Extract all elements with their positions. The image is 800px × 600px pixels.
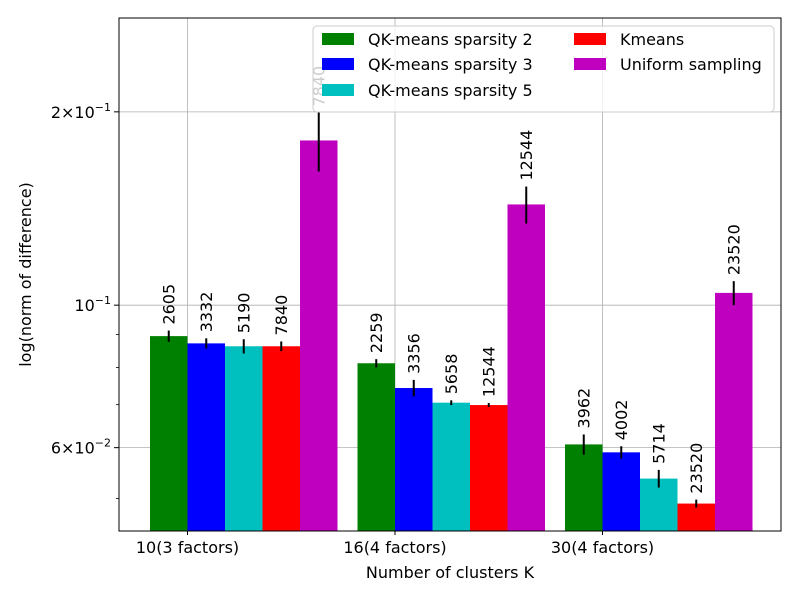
error-bars: [167, 112, 735, 508]
y-tick-label: 2×10−1: [51, 101, 111, 122]
bar: [357, 363, 395, 531]
bar: [565, 444, 603, 531]
legend-swatch: [574, 33, 606, 45]
y-tick-label: 10−1: [74, 294, 111, 315]
legend-swatch: [322, 84, 354, 96]
bar: [395, 388, 433, 531]
y-axis: 2×10−1 10−1 6×10−2: [51, 101, 119, 499]
data-label: 23520: [687, 443, 706, 494]
x-tick-label: 16(4 factors): [343, 538, 446, 557]
bar: [677, 503, 715, 531]
bar: [507, 204, 545, 532]
data-label: 5190: [234, 293, 253, 334]
bar: [432, 402, 470, 531]
bar: [150, 336, 188, 531]
legend-label: Uniform sampling: [620, 55, 762, 74]
data-label: 23520: [724, 224, 743, 275]
data-label: 5714: [649, 423, 668, 464]
legend-label: QK-means sparsity 2: [368, 30, 533, 49]
legend-label: QK-means sparsity 3: [368, 55, 533, 74]
y-axis-label: log(norm of difference): [16, 182, 35, 367]
data-label: 3332: [197, 292, 216, 333]
legend-swatch: [322, 58, 354, 70]
bar: [715, 292, 753, 531]
plot-frame: [118, 17, 782, 532]
legend-swatch: [322, 33, 354, 45]
bar: [225, 346, 263, 531]
data-label: 12544: [517, 130, 536, 181]
bar: [300, 140, 338, 531]
data-label: 4002: [612, 400, 631, 441]
data-label: 3962: [574, 388, 593, 429]
bar: [262, 346, 300, 531]
data-label: 5658: [442, 354, 461, 395]
legend-swatch: [574, 58, 606, 70]
data-label: 2259: [367, 312, 386, 353]
data-label: 12544: [479, 346, 498, 397]
data-label: 7840: [272, 295, 291, 336]
x-axis: 10(3 factors) 16(4 factors) 30(4 factors): [136, 531, 654, 557]
legend-label: QK-means sparsity 5: [368, 81, 533, 100]
x-tick-label: 10(3 factors): [136, 538, 239, 557]
data-label: 3356: [404, 333, 423, 374]
legend-label: Kmeans: [620, 30, 684, 49]
bar: [187, 343, 225, 531]
x-axis-label: Number of clusters K: [366, 563, 535, 582]
legend: QK-means sparsity 2 QK-means sparsity 3 QK…: [312, 25, 775, 113]
data-label: 2605: [159, 284, 178, 325]
bar: [602, 452, 640, 531]
legend-box: [312, 25, 775, 113]
bar: [470, 405, 508, 531]
x-tick-label: 30(4 factors): [551, 538, 654, 557]
y-tick-label: 6×10−2: [51, 437, 111, 458]
bars: [150, 140, 753, 532]
